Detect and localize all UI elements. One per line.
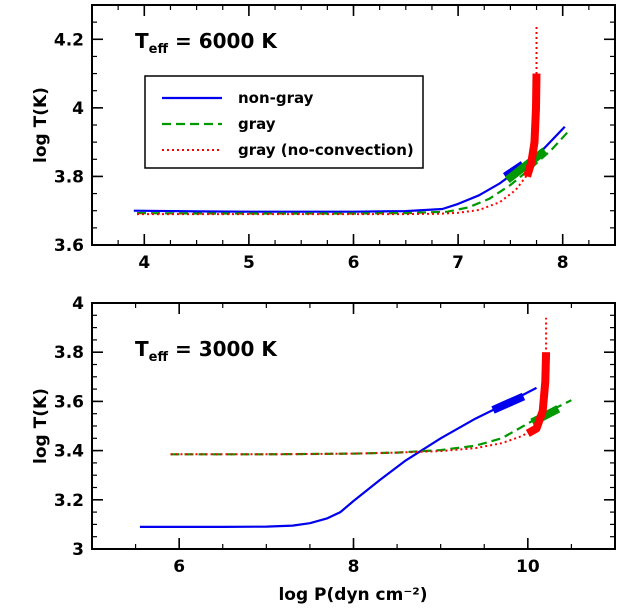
y-tick-label: 3.6 [54,392,84,412]
tick-labels: 6 8 10 3 3.2 3.4 3.6 3.8 4 [54,294,540,577]
x-tick-label: 6 [348,253,360,273]
thick-segment-gray [504,147,548,184]
annotation-suffix: = 3000 K [168,337,278,361]
plot-series [139,317,572,529]
legend-label-no-convection: gray (no-convection) [238,141,414,159]
annotation-prefix: T [135,337,149,361]
axis-ticks [91,4,616,246]
y-axis-label: log T(K) [31,87,51,163]
legend-box [144,75,424,169]
series-line-non-gray [139,386,538,529]
y-axis-label: log T(K) [31,388,51,464]
y-tick-label: 3.8 [54,343,84,363]
y-tick-label: 3.8 [54,167,84,187]
annotation-teff: Teff = 3000 K [135,337,278,365]
legend-label-gray: gray [238,115,276,133]
thick-segment-non-gray [491,392,526,414]
x-tick-label: 6 [173,557,185,577]
x-tick-label: 8 [348,557,360,577]
tick-labels: 4 5 6 7 8 3.6 3.8 4 4.2 [54,30,569,273]
thick-segment-gray-no-convection- [523,73,541,178]
panel-teff-3000: 6 8 10 3 3.2 3.4 3.6 3.8 4 log T(K) log P(dyn cm… [31,294,616,605]
axis-ticks [91,302,616,550]
y-tick-label: 3.6 [54,236,84,256]
y-tick-label: 4.2 [54,30,84,50]
annotation-subscript: eff [149,42,169,57]
legend-label-non-gray: non-gray [238,89,314,107]
x-tick-label: 10 [516,557,540,577]
legend: non-gray gray gray (no-convection) [144,75,424,169]
x-tick-label: 5 [243,253,255,273]
thick-segment-gray-no-convection- [525,352,551,437]
plot-series [133,25,569,216]
annotation-prefix: T [135,29,149,53]
annotation-subscript: eff [149,350,169,365]
x-tick-label: 7 [452,253,464,273]
annotation-teff: Teff = 6000 K [135,29,278,57]
panel-teff-6000: 4 5 6 7 8 3.6 3.8 4 4.2 log T(K) Teff = 6000 K n… [31,4,616,273]
series-line-gray [170,399,572,456]
y-tick-label: 3 [72,540,84,560]
x-axis-label: log P(dyn cm⁻²) [278,585,427,605]
y-tick-label: 4 [72,99,84,119]
x-tick-label: 4 [138,253,150,273]
x-tick-label: 8 [557,253,569,273]
y-tick-label: 3.4 [54,442,84,462]
y-tick-label: 3.2 [54,491,84,511]
y-tick-label: 4 [72,294,84,314]
annotation-suffix: = 6000 K [168,29,278,53]
